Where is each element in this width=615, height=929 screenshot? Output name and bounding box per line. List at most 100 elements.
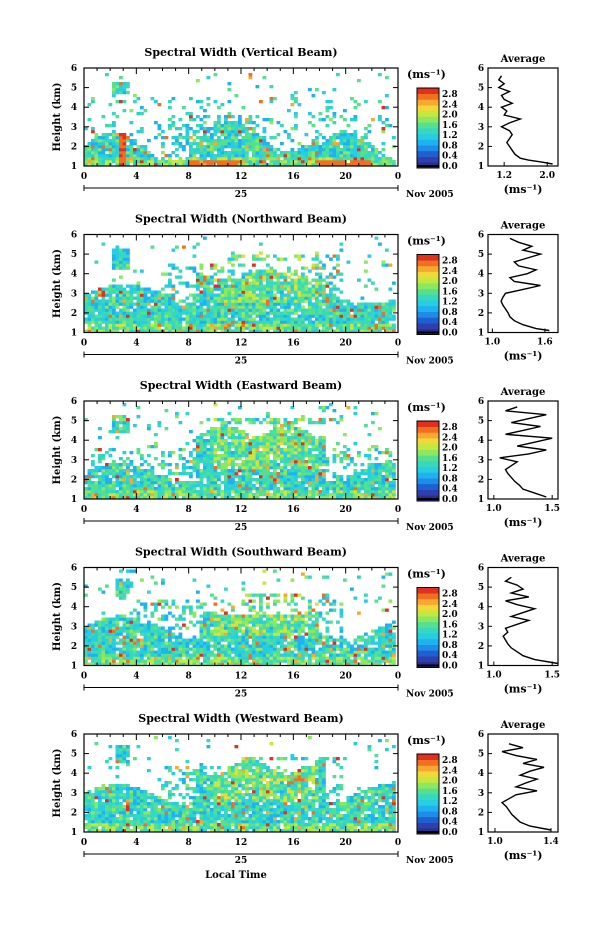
heatmap-cell xyxy=(147,620,151,624)
heatmap-cell xyxy=(308,481,312,485)
heatmap-cell xyxy=(192,484,197,488)
heatmap-cell xyxy=(133,632,137,636)
heatmap-cell xyxy=(115,320,120,324)
heatmap-cell xyxy=(199,638,204,642)
heatmap-cell xyxy=(178,632,183,636)
heatmap-cell xyxy=(283,130,288,134)
heatmap-cell xyxy=(143,472,148,476)
heatmap-cell xyxy=(364,490,368,494)
heatmap-cell xyxy=(353,478,358,482)
heatmap-cell xyxy=(280,287,284,291)
heatmap-cell xyxy=(213,454,218,458)
heatmap-cell xyxy=(112,290,116,294)
heatmap-cell xyxy=(185,296,190,300)
heatmap-cell xyxy=(346,305,351,309)
heatmap-cell xyxy=(91,647,95,651)
heatmap-cell xyxy=(266,311,270,315)
heatmap-cell xyxy=(234,469,239,473)
heatmap-cell xyxy=(122,617,127,621)
heatmap-cell xyxy=(245,454,249,458)
heatmap-cell xyxy=(119,590,123,594)
heatmap-cell xyxy=(101,293,106,297)
heatmap-cell xyxy=(203,460,207,464)
heatmap-cell xyxy=(147,157,151,161)
heatmap-cell xyxy=(115,629,120,633)
date-day: 25 xyxy=(235,357,248,367)
heatmap-cell xyxy=(231,139,235,143)
heatmap-cell xyxy=(119,302,123,306)
heatmap-cell xyxy=(171,248,176,252)
average-y-tick-label: 2 xyxy=(478,142,484,152)
heatmap-cell xyxy=(266,460,270,464)
average-frame xyxy=(487,400,559,500)
heatmap-cell xyxy=(322,278,326,282)
heatmap-cell xyxy=(115,305,120,309)
heatmap-cell xyxy=(164,314,169,318)
heatmap-cell xyxy=(329,163,333,167)
heatmap-cell xyxy=(248,463,253,467)
heatmap-cell xyxy=(91,638,95,642)
heatmap-cell xyxy=(112,635,116,639)
heatmap-cell xyxy=(255,314,260,318)
heatmap-cell xyxy=(262,269,267,273)
heatmap-cell xyxy=(108,157,113,161)
heatmap-cell xyxy=(217,293,221,297)
heatmap-cell xyxy=(171,614,176,618)
heatmap-cell xyxy=(322,406,326,410)
heatmap-cell xyxy=(224,472,228,476)
heatmap-cell xyxy=(241,493,246,497)
heatmap-cell xyxy=(150,293,155,297)
heatmap-cell xyxy=(297,442,302,446)
heatmap-cell xyxy=(280,454,284,458)
heatmap-cell xyxy=(339,115,344,119)
heatmap-cell xyxy=(164,302,169,306)
heatmap-cell xyxy=(206,439,211,443)
heatmap-cell xyxy=(227,157,232,161)
heatmap-cell xyxy=(171,317,176,321)
heatmap-cell xyxy=(217,281,221,285)
heatmap-cell xyxy=(91,496,95,500)
heatmap-cell xyxy=(287,481,291,485)
heatmap-cell xyxy=(360,469,365,473)
heatmap-cell xyxy=(381,490,386,494)
heatmap-cell xyxy=(273,418,277,422)
heatmap-cell xyxy=(150,157,155,161)
heatmap-cell xyxy=(273,311,277,315)
heatmap-cell xyxy=(231,299,235,303)
heatmap-cell xyxy=(157,659,162,663)
heatmap-cell xyxy=(154,626,158,630)
heatmap-cell xyxy=(98,320,102,324)
heatmap-cell xyxy=(136,472,141,476)
heatmap-cell xyxy=(94,487,99,491)
heatmap-cell xyxy=(115,263,120,267)
average-x-tick-label: 1.6 xyxy=(537,338,553,348)
heatmap-cell xyxy=(304,430,309,434)
heatmap-cell xyxy=(245,302,249,306)
heatmap-cell xyxy=(122,251,127,255)
heatmap-cell xyxy=(161,308,165,312)
heatmap-cell xyxy=(112,251,116,255)
heatmap-cell xyxy=(122,308,127,312)
heatmap-cell xyxy=(161,287,165,291)
heatmap-cell xyxy=(154,653,158,657)
heatmap-cell xyxy=(308,323,312,327)
heatmap-cell xyxy=(234,457,239,461)
heatmap-cell xyxy=(203,484,207,488)
heatmap-cell xyxy=(266,493,270,497)
panel-title: Spectral Width (Eastward Beam) xyxy=(140,379,342,392)
heatmap-cell xyxy=(245,436,249,440)
heatmap-cell xyxy=(255,296,260,300)
heatmap-cell xyxy=(115,632,120,636)
heatmap-cell xyxy=(388,326,393,330)
heatmap-cell xyxy=(325,308,330,312)
heatmap-cell xyxy=(175,139,179,143)
heatmap-cell xyxy=(217,121,221,125)
heatmap-cell xyxy=(203,602,207,606)
heatmap-cell xyxy=(248,472,253,476)
heatmap-cell xyxy=(136,160,141,164)
heatmap-cell xyxy=(154,100,158,104)
heatmap-cell xyxy=(280,433,284,437)
heatmap-cell xyxy=(203,457,207,461)
heatmap-cell xyxy=(360,139,365,143)
heatmap-cell xyxy=(203,439,207,443)
